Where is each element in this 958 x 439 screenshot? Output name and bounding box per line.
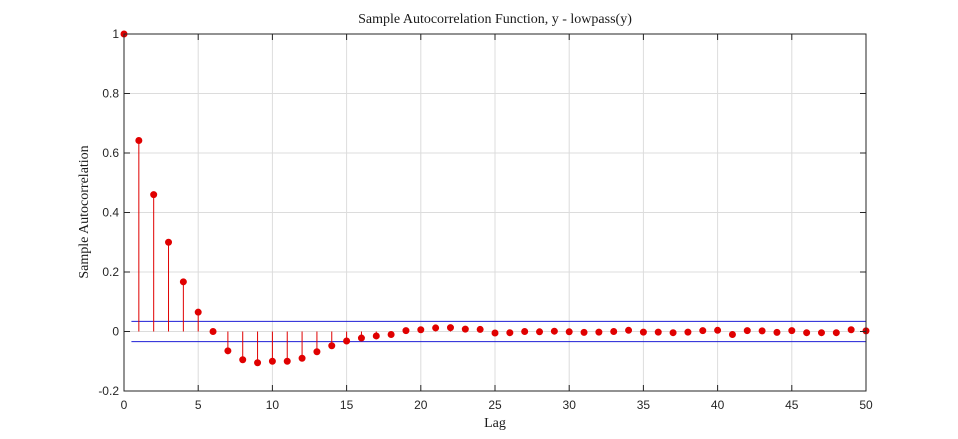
acf-point bbox=[254, 359, 262, 367]
acf-point bbox=[817, 329, 825, 337]
x-tick-label: 10 bbox=[266, 398, 280, 412]
acf-point bbox=[832, 329, 840, 337]
y-axis-label: Sample Autocorrelation bbox=[77, 145, 92, 278]
y-tick-label: 0 bbox=[112, 325, 119, 339]
acf-point bbox=[432, 324, 440, 332]
acf-point bbox=[135, 137, 143, 145]
x-tick-label: 0 bbox=[121, 398, 128, 412]
acf-point bbox=[446, 324, 454, 332]
acf-point bbox=[268, 357, 276, 365]
acf-point bbox=[387, 330, 395, 338]
acf-point bbox=[536, 328, 544, 336]
acf-point bbox=[209, 328, 217, 335]
acf-point bbox=[417, 326, 425, 334]
x-tick-label: 20 bbox=[414, 398, 428, 412]
x-tick-label: 30 bbox=[563, 398, 577, 412]
acf-point bbox=[506, 329, 514, 337]
y-tick-label: 0.8 bbox=[102, 87, 119, 101]
acf-point bbox=[699, 327, 707, 335]
acf-point bbox=[150, 191, 158, 199]
y-tick-label: 0.6 bbox=[102, 146, 119, 160]
acf-point bbox=[283, 357, 291, 365]
acf-point bbox=[343, 337, 351, 345]
y-tick-label: 0.4 bbox=[102, 206, 119, 220]
acf-point bbox=[654, 328, 662, 336]
acf-point bbox=[684, 328, 692, 336]
acf-point bbox=[224, 347, 232, 355]
confidence-bounds bbox=[131, 320, 866, 343]
acf-point bbox=[610, 328, 618, 335]
acf-point bbox=[758, 327, 766, 335]
x-tick-label: 45 bbox=[785, 398, 799, 412]
acf-point bbox=[179, 278, 187, 286]
y-tick-label: 1 bbox=[112, 27, 119, 41]
acf-point bbox=[580, 328, 588, 336]
acf-point bbox=[728, 330, 736, 338]
acf-point bbox=[357, 334, 365, 342]
acf-point bbox=[847, 326, 855, 334]
acf-point bbox=[313, 348, 321, 356]
acf-point bbox=[565, 328, 573, 336]
acf-point bbox=[298, 354, 306, 362]
acf-point bbox=[461, 325, 469, 333]
acf-point bbox=[402, 327, 410, 335]
acf-point bbox=[773, 328, 781, 336]
acf-point bbox=[743, 327, 751, 335]
acf-point bbox=[595, 328, 603, 336]
x-tick-label: 35 bbox=[637, 398, 651, 412]
acf-point bbox=[639, 328, 647, 336]
acf-point bbox=[788, 327, 796, 335]
ticks: 0 5 10 15 20 25 30 35 40 45 50-0.200.20.40.60.81 bbox=[98, 27, 873, 412]
acf-point bbox=[372, 332, 380, 340]
acf-point bbox=[165, 238, 173, 246]
acf-point bbox=[194, 308, 202, 316]
acf-point bbox=[625, 326, 633, 334]
acf-point bbox=[239, 356, 247, 364]
acf-point bbox=[550, 327, 558, 335]
x-tick-label: 25 bbox=[488, 398, 502, 412]
x-tick-label: 15 bbox=[340, 398, 354, 412]
acf-point bbox=[491, 329, 499, 337]
x-tick-label: 50 bbox=[859, 398, 873, 412]
acf-point bbox=[521, 328, 529, 335]
acf-point bbox=[669, 329, 677, 337]
x-axis-label: Lag bbox=[484, 416, 506, 431]
acf-point bbox=[714, 326, 722, 334]
acf-point bbox=[328, 342, 336, 350]
acf-point bbox=[803, 329, 811, 337]
x-tick-label: 5 bbox=[195, 398, 202, 412]
acf-point bbox=[476, 325, 484, 333]
x-tick-label: 40 bbox=[711, 398, 725, 412]
y-tick-label: -0.2 bbox=[98, 384, 119, 398]
y-tick-label: 0.2 bbox=[102, 265, 119, 279]
chart-title: Sample Autocorrelation Function, y - low… bbox=[358, 12, 632, 27]
